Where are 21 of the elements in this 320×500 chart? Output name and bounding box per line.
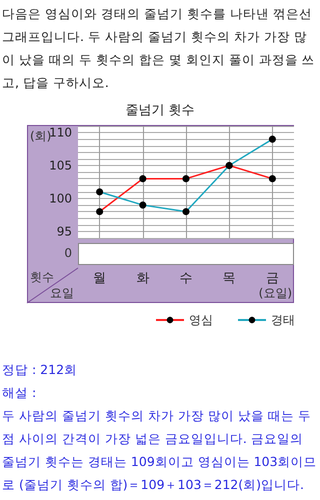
text: 정답 : 212회 xyxy=(2,361,78,379)
x-axis-title: (요일) xyxy=(258,286,292,300)
text: 다음은 영심이와 경태의 줄넘기 횟수를 나타낸 꺾은선그래프입니다. 두 사람의 줄넘기 횟수의 차가 가장 많이 났을 때의 두 횟수의 합은 몇 회인지 풀이 과정을 쓰고, 답을 구하시오. xyxy=(2,5,316,92)
y-tick-label: 110 xyxy=(49,126,72,140)
legend-label: 영심 xyxy=(189,313,213,327)
x-tick-label: 수 xyxy=(180,271,192,286)
y-tick-label: 100 xyxy=(49,191,72,206)
text: 0 xyxy=(64,246,72,260)
text: 횟수 xyxy=(30,270,54,284)
text: 두 사람의 줄넘기 횟수의 차가 가장 많이 났을 때는 두 점 사이의 간격이 가장 넓은 금요일입니다. 금요일의 줄넘기 횟수는 경태는 109회이고 영심이는 103회이므로 (줄넘기 횟수의 합)＝109＋103＝212(회)입니다. xyxy=(2,407,318,494)
chart-title: 줄넘기 횟수 xyxy=(125,103,195,118)
x-tick-label: 화 xyxy=(136,271,150,286)
x-tick-label: 금 xyxy=(266,271,279,286)
y-axis-title: (회) xyxy=(30,129,52,143)
x-tick-label: 목 xyxy=(222,271,236,286)
text: 해설 : xyxy=(2,384,38,402)
y-tick-label: 95 xyxy=(56,224,72,238)
text: 요일 xyxy=(50,286,74,300)
legend-label: 경태 xyxy=(271,313,295,327)
x-tick-label: 월 xyxy=(93,271,106,286)
y-tick-label: 105 xyxy=(49,158,72,173)
